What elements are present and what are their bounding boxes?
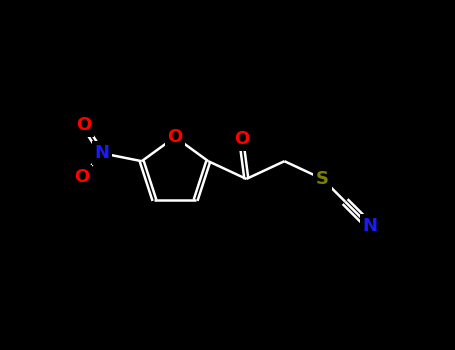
Text: O: O: [74, 168, 89, 186]
Text: O: O: [167, 128, 182, 146]
Text: N: N: [362, 217, 377, 235]
Text: O: O: [76, 116, 91, 134]
Text: S: S: [316, 170, 329, 188]
Text: N: N: [94, 144, 109, 162]
Text: O: O: [234, 130, 249, 148]
